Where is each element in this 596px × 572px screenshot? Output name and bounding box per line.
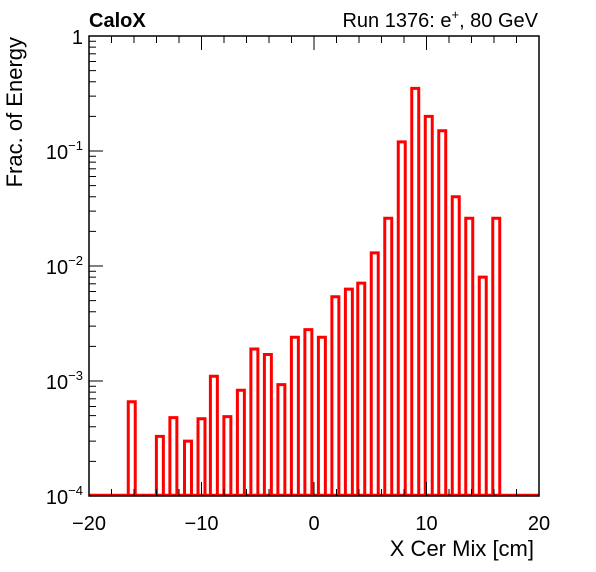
histogram-bin: [235, 388, 246, 495]
experiment-label: CaloX: [89, 10, 146, 32]
y-tick-label: 10−4: [46, 483, 83, 509]
histogram-bin: [410, 86, 421, 495]
x-tick-label: 10: [415, 513, 437, 535]
histogram-bin: [208, 374, 219, 495]
plot-area: [89, 86, 539, 497]
run-label: Run 1376: e+, 80 GeV: [342, 7, 538, 32]
y-axis-label: Frac. of Energy: [2, 37, 27, 187]
histogram-bin: [423, 114, 434, 495]
histogram-bin: [222, 415, 233, 495]
histogram-bin: [316, 335, 327, 495]
x-tick-label: −20: [72, 513, 106, 535]
histogram-bin: [262, 352, 273, 495]
histogram-bin: [154, 434, 165, 495]
histogram-bin: [369, 251, 380, 495]
histogram-bin: [303, 328, 314, 495]
histogram-bin: [450, 195, 461, 495]
histogram-bin: [183, 439, 193, 495]
histogram-bin: [276, 383, 287, 495]
axes: −20 −10 0 10 20 10−4 10−3 10−2 10−1 1: [46, 27, 550, 535]
histogram-bin: [289, 335, 300, 495]
histogram-bin: [464, 216, 475, 495]
histogram-bin: [356, 281, 367, 495]
histogram-bin: [396, 140, 407, 495]
histogram-bin: [491, 216, 502, 495]
x-axis-label: X Cer Mix [cm]: [390, 536, 534, 561]
y-tick-label: 1: [72, 27, 83, 49]
y-tick-label: 10−3: [46, 368, 83, 394]
histogram-bin: [477, 275, 488, 495]
y-tick-label: 10−1: [46, 138, 83, 164]
histogram-bin: [437, 129, 448, 495]
histogram-bin: [249, 347, 260, 495]
x-tick-label: 20: [528, 513, 550, 535]
histogram-bin: [168, 416, 179, 495]
histogram-bin: [343, 287, 354, 495]
x-tick-label: 0: [308, 513, 319, 535]
histogram-bin: [196, 417, 207, 495]
histogram-bin: [330, 295, 341, 495]
histogram-bin: [126, 400, 137, 495]
x-tick-label: −10: [185, 513, 219, 535]
histogram-bin: [383, 216, 394, 495]
y-tick-label: 10−2: [46, 253, 83, 279]
